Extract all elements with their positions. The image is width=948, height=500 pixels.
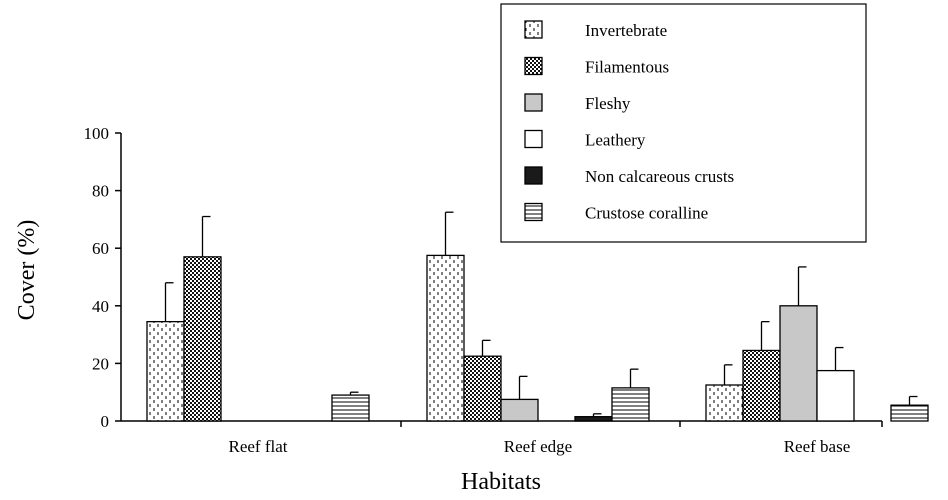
x-axis: Reef flat Reef edge Reef base bbox=[121, 420, 883, 456]
legend-swatch bbox=[524, 93, 543, 112]
category-label: Reef flat bbox=[229, 437, 288, 456]
y-tick-label: 20 bbox=[92, 354, 109, 373]
error-bars bbox=[164, 211, 918, 417]
legend-swatch bbox=[524, 56, 543, 76]
legend-swatch bbox=[524, 166, 543, 185]
x-axis-title: Habitats bbox=[461, 469, 541, 495]
y-tick-label: 80 bbox=[92, 182, 109, 201]
y-tick-label: 100 bbox=[84, 124, 110, 143]
bar bbox=[426, 254, 465, 422]
bar bbox=[742, 349, 781, 422]
legend-swatch bbox=[524, 20, 543, 39]
legend-box bbox=[500, 3, 867, 243]
bar bbox=[779, 305, 818, 422]
y-tick-label: 40 bbox=[92, 297, 109, 316]
legend-swatch bbox=[524, 202, 543, 222]
bar bbox=[183, 256, 222, 422]
bar bbox=[463, 355, 502, 422]
legend-swatch bbox=[524, 129, 543, 149]
legend-label: Crustose coralline bbox=[585, 204, 708, 223]
bar bbox=[146, 320, 185, 422]
bar bbox=[500, 398, 539, 422]
y-axis-title: Cover (%) bbox=[14, 220, 40, 321]
category-label: Reef base bbox=[784, 437, 851, 456]
legend-label: Leathery bbox=[585, 131, 646, 150]
y-axis: 0 20 40 60 80 100 bbox=[84, 124, 122, 431]
legend-label: Filamentous bbox=[585, 58, 669, 77]
legend-label: Fleshy bbox=[585, 94, 631, 113]
bar bbox=[611, 387, 650, 422]
legend: Invertebrate Filamentous Fleshy Leathery Non… bbox=[500, 3, 867, 243]
y-tick-label: 0 bbox=[101, 412, 110, 431]
bar bbox=[705, 384, 744, 422]
bar bbox=[816, 369, 855, 422]
legend-label: Invertebrate bbox=[585, 21, 667, 40]
bar bbox=[574, 416, 613, 422]
legend-label: Non calcareous crusts bbox=[585, 167, 734, 186]
bars bbox=[146, 254, 929, 422]
bar bbox=[331, 394, 370, 422]
bar bbox=[890, 404, 929, 422]
category-label: Reef edge bbox=[504, 437, 572, 456]
y-tick-label: 60 bbox=[92, 239, 109, 258]
